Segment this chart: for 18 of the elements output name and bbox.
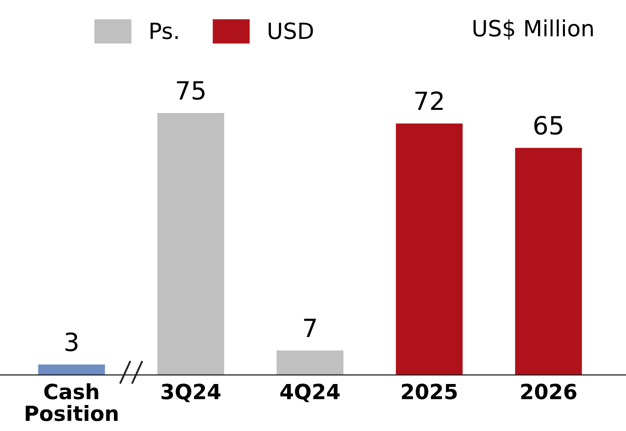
data-label: 3 xyxy=(65,332,78,352)
bar xyxy=(276,350,344,375)
bar xyxy=(515,148,582,375)
x-tick-label: 4Q24 xyxy=(280,384,340,402)
data-label: 65 xyxy=(534,116,562,135)
data-label: 75 xyxy=(176,81,205,100)
x-tick-label: 2025 xyxy=(402,384,457,400)
data-label: 7 xyxy=(304,318,316,337)
bar xyxy=(157,112,224,375)
x-tick-label: Cash Position xyxy=(26,383,118,422)
legend-label: Ps. xyxy=(150,22,178,40)
bar xyxy=(396,123,463,375)
x-tick-label: 3Q24 xyxy=(162,384,220,402)
text: US$ Million xyxy=(474,19,593,40)
x-tick-label: 2026 xyxy=(521,384,576,400)
data-label: 72 xyxy=(415,91,443,110)
bar xyxy=(38,364,105,375)
legend-label: USD xyxy=(268,22,313,40)
